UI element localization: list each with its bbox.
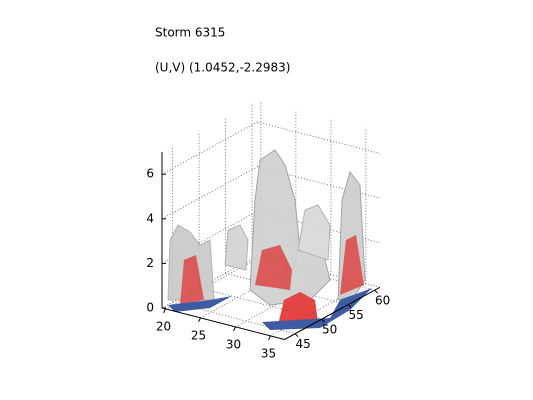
x-tick-label: 25 bbox=[191, 328, 206, 342]
isosurfaces bbox=[167, 149, 372, 330]
x-tick bbox=[268, 335, 271, 341]
x-tick bbox=[198, 317, 201, 323]
y-axis bbox=[284, 286, 381, 340]
red-surface bbox=[278, 292, 318, 325]
x-tick bbox=[163, 308, 166, 314]
y-tick-label: 55 bbox=[348, 308, 363, 322]
grid-line bbox=[161, 166, 258, 220]
y-tick bbox=[374, 289, 378, 294]
gray-surface bbox=[224, 224, 249, 271]
red-surface bbox=[255, 245, 292, 290]
x-tick-label: 30 bbox=[226, 337, 241, 351]
y-tick-label: 50 bbox=[322, 323, 337, 337]
grid-line bbox=[257, 121, 380, 154]
chart-subtitle: (U,V) (1.0452,-2.2983) bbox=[155, 61, 290, 75]
red-surface bbox=[340, 235, 364, 295]
z-tick-label: 6 bbox=[146, 167, 154, 181]
gray-surface bbox=[297, 204, 331, 261]
y-tick bbox=[347, 304, 352, 309]
z-tick-label: 0 bbox=[146, 301, 154, 315]
y-tick-label: 60 bbox=[375, 294, 390, 308]
z-tick-label: 2 bbox=[146, 256, 154, 270]
x-tick-label: 20 bbox=[156, 319, 171, 333]
blue-base bbox=[168, 296, 232, 312]
x-tick-label: 35 bbox=[261, 346, 276, 360]
y-tick bbox=[321, 318, 325, 323]
chart-title: Storm 6315 bbox=[155, 26, 225, 40]
y-tick bbox=[294, 333, 299, 338]
x-axis bbox=[161, 307, 285, 340]
grid-line bbox=[161, 121, 258, 175]
axes: 20 25 30 35 45 50 55 60 0 2 4 6 bbox=[146, 151, 390, 360]
x-tick bbox=[233, 326, 236, 332]
blue-base bbox=[262, 288, 372, 330]
z-tick-label: 4 bbox=[146, 211, 154, 225]
red-surface bbox=[180, 255, 204, 305]
y-tick-label: 45 bbox=[295, 337, 310, 351]
